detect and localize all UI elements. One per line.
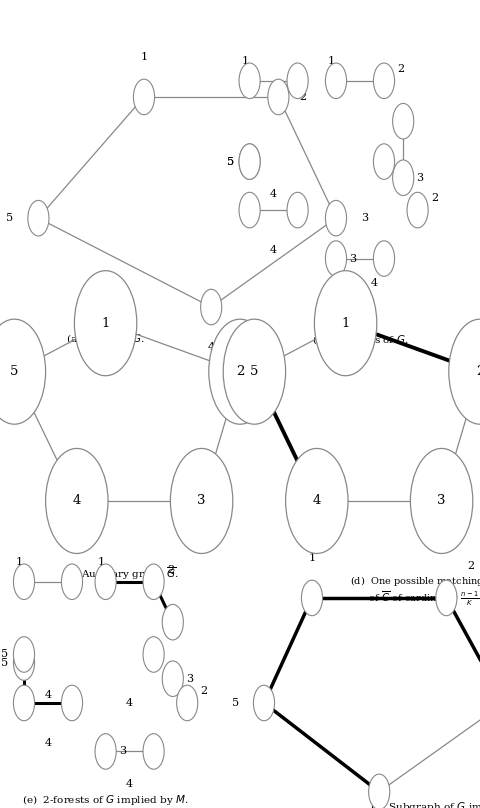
Text: 4: 4 <box>357 286 363 296</box>
Text: 4: 4 <box>270 189 277 199</box>
Circle shape <box>239 192 260 228</box>
Circle shape <box>268 79 289 115</box>
Text: 3: 3 <box>197 494 206 507</box>
Text: 4: 4 <box>45 690 51 700</box>
Circle shape <box>253 685 275 721</box>
Circle shape <box>95 734 116 769</box>
Circle shape <box>143 734 164 769</box>
Text: 2: 2 <box>431 193 438 203</box>
Circle shape <box>373 241 395 276</box>
Text: 2: 2 <box>167 565 174 574</box>
Circle shape <box>393 160 414 196</box>
Circle shape <box>201 289 222 325</box>
Text: 4: 4 <box>371 278 378 288</box>
Circle shape <box>13 637 35 672</box>
Circle shape <box>28 200 49 236</box>
Text: (b)  2-forests of $G$.: (b) 2-forests of $G$. <box>312 333 408 346</box>
Circle shape <box>314 271 377 376</box>
Circle shape <box>177 685 198 721</box>
Text: 5: 5 <box>6 213 13 223</box>
Circle shape <box>61 564 83 600</box>
Text: 1: 1 <box>341 317 350 330</box>
Text: (f)  Subgraph of $G$ implied
       by $M$.: (f) Subgraph of $G$ implied by $M$. <box>370 800 480 808</box>
Text: 3: 3 <box>417 173 423 183</box>
Circle shape <box>95 564 116 600</box>
Text: (a)  A graph $G$.: (a) A graph $G$. <box>66 332 145 347</box>
Circle shape <box>239 144 260 179</box>
Circle shape <box>133 79 155 115</box>
Circle shape <box>46 448 108 553</box>
Circle shape <box>325 63 347 99</box>
Circle shape <box>449 319 480 424</box>
Text: 5: 5 <box>250 365 259 378</box>
Text: 3: 3 <box>349 254 356 263</box>
Text: 5: 5 <box>1 650 8 659</box>
Circle shape <box>143 564 164 600</box>
Text: 3: 3 <box>437 494 446 507</box>
Text: (c)  Auxiliary graph $\overline{G}$.: (c) Auxiliary graph $\overline{G}$. <box>61 566 179 582</box>
Text: 4: 4 <box>312 494 321 507</box>
Circle shape <box>325 200 347 236</box>
Text: 3: 3 <box>119 747 126 756</box>
Text: 1: 1 <box>241 56 248 65</box>
Circle shape <box>287 192 308 228</box>
Text: 5: 5 <box>232 698 239 708</box>
Circle shape <box>436 580 457 616</box>
Text: (e)  2-forests of $G$ implied by $M$.: (e) 2-forests of $G$ implied by $M$. <box>23 793 189 807</box>
Text: 4: 4 <box>126 779 133 789</box>
Text: 4: 4 <box>208 343 215 352</box>
Text: 1: 1 <box>16 557 23 566</box>
Circle shape <box>239 63 260 99</box>
Text: 3: 3 <box>361 213 368 223</box>
Text: 3: 3 <box>186 674 193 684</box>
Circle shape <box>287 63 308 99</box>
Circle shape <box>162 604 183 640</box>
Text: 4: 4 <box>126 698 133 708</box>
Circle shape <box>373 63 395 99</box>
Circle shape <box>373 144 395 179</box>
Text: 2: 2 <box>299 92 306 102</box>
Text: 2: 2 <box>476 365 480 378</box>
Text: 5: 5 <box>10 365 19 378</box>
Circle shape <box>393 103 414 139</box>
Text: 1: 1 <box>309 553 315 562</box>
Circle shape <box>301 580 323 616</box>
Text: 4: 4 <box>270 246 277 255</box>
Text: 1: 1 <box>101 317 110 330</box>
Text: 2: 2 <box>201 686 207 696</box>
Text: 5: 5 <box>227 157 234 166</box>
Circle shape <box>13 685 35 721</box>
Circle shape <box>209 319 271 424</box>
Circle shape <box>74 271 137 376</box>
Circle shape <box>410 448 473 553</box>
Circle shape <box>162 661 183 696</box>
Circle shape <box>0 319 46 424</box>
Text: 5: 5 <box>1 658 8 667</box>
Text: (d)  One possible matching $M$
      of $\overline{G}$ of cardinality $\frac{n-1: (d) One possible matching $M$ of $\overl… <box>350 574 480 608</box>
Text: 5: 5 <box>227 157 234 166</box>
Text: 4: 4 <box>45 739 51 748</box>
Text: 1: 1 <box>141 52 147 61</box>
Circle shape <box>143 637 164 672</box>
Circle shape <box>13 564 35 600</box>
Circle shape <box>13 645 35 680</box>
Circle shape <box>325 241 347 276</box>
Circle shape <box>170 448 233 553</box>
Circle shape <box>239 144 260 179</box>
Text: 2: 2 <box>236 365 244 378</box>
Text: 1: 1 <box>97 557 104 566</box>
Circle shape <box>369 774 390 808</box>
Text: 4: 4 <box>72 494 81 507</box>
Text: 2: 2 <box>397 64 404 74</box>
Circle shape <box>286 448 348 553</box>
Text: 2: 2 <box>467 561 474 570</box>
Circle shape <box>223 319 286 424</box>
Text: 1: 1 <box>328 56 335 65</box>
Circle shape <box>407 192 428 228</box>
Circle shape <box>61 685 83 721</box>
